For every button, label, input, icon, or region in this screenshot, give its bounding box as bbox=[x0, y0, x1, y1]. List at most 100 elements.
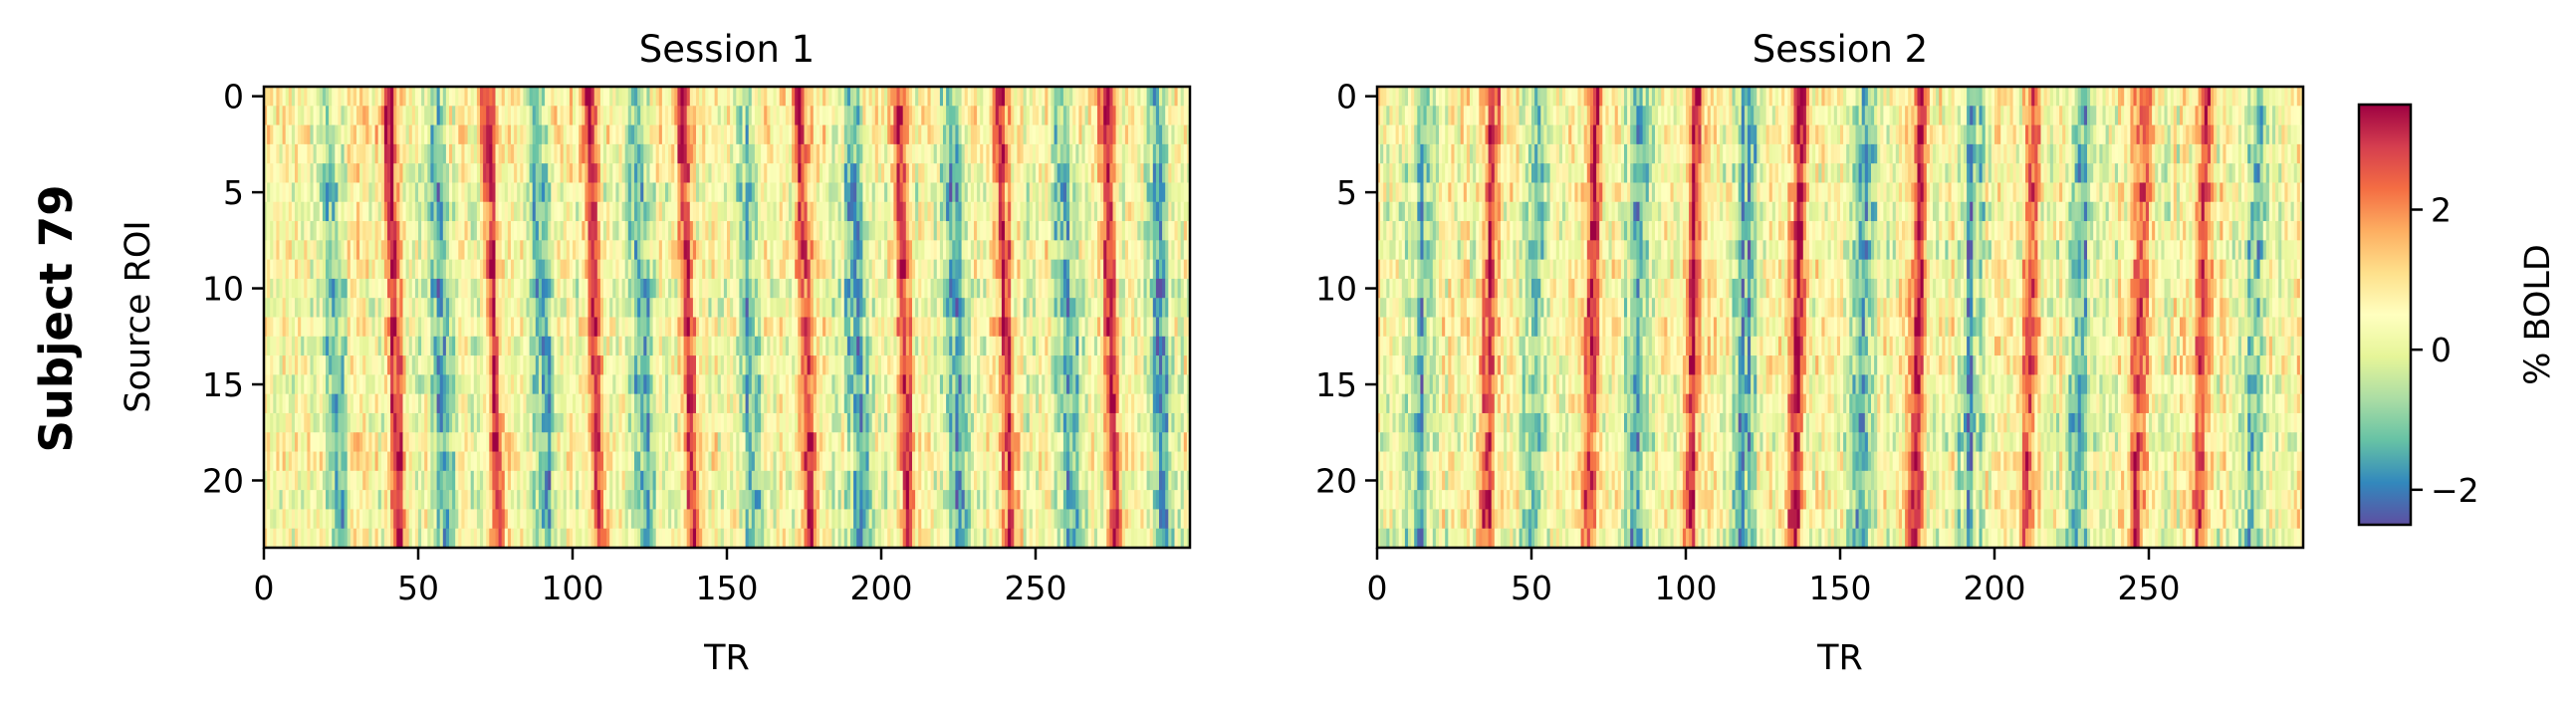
heatmap-cell bbox=[285, 240, 290, 261]
heatmap-cell bbox=[585, 393, 588, 414]
heatmap-cell bbox=[868, 355, 873, 375]
heatmap-cell bbox=[1097, 106, 1101, 125]
heatmap-cell bbox=[1045, 298, 1049, 318]
heatmap-cell bbox=[1121, 143, 1126, 164]
heatmap-cell bbox=[380, 106, 385, 125]
heatmap-cell bbox=[702, 355, 706, 375]
heatmap-cell bbox=[532, 106, 537, 125]
heatmap-cell bbox=[526, 163, 530, 183]
heatmap-cell bbox=[890, 106, 894, 125]
heatmap-cell bbox=[551, 106, 555, 125]
heatmap-cell bbox=[792, 278, 796, 299]
heatmap-cell bbox=[545, 336, 549, 356]
heatmap-cell bbox=[560, 106, 565, 125]
heatmap-cell bbox=[1087, 240, 1092, 261]
heatmap-cell bbox=[359, 393, 363, 414]
heatmap-cell bbox=[1087, 374, 1092, 395]
heatmap-cell bbox=[461, 278, 465, 299]
heatmap-cell bbox=[630, 240, 635, 261]
heatmap-cell bbox=[498, 143, 503, 164]
heatmap-cell bbox=[1078, 87, 1082, 107]
heatmap-cell bbox=[658, 355, 663, 375]
heatmap-cell bbox=[795, 221, 799, 241]
heatmap-cell bbox=[770, 278, 774, 299]
heatmap-cell bbox=[723, 163, 728, 183]
heatmap-cell bbox=[1186, 317, 1191, 338]
heatmap-cell bbox=[908, 259, 913, 280]
heatmap-cell bbox=[902, 106, 907, 125]
heatmap-cell bbox=[1056, 124, 1061, 145]
heatmap-cell bbox=[427, 298, 431, 318]
heatmap-cell bbox=[1039, 106, 1043, 125]
heatmap-cell bbox=[1118, 374, 1123, 395]
heatmap-cell bbox=[356, 240, 360, 261]
heatmap-cell bbox=[843, 317, 848, 338]
heatmap-cell bbox=[967, 143, 972, 164]
heatmap-cell bbox=[918, 201, 922, 222]
heatmap-cell bbox=[686, 240, 691, 261]
heatmap-cell bbox=[387, 278, 391, 299]
heatmap-cell bbox=[267, 221, 271, 241]
heatmap-cell bbox=[776, 374, 781, 395]
heatmap-cell bbox=[686, 278, 691, 299]
heatmap-cell bbox=[535, 163, 540, 183]
heatmap-cell bbox=[862, 124, 866, 145]
heatmap-cell bbox=[730, 374, 734, 395]
heatmap-cell bbox=[347, 201, 351, 222]
heatmap-cell bbox=[702, 106, 706, 125]
heatmap-cell bbox=[573, 278, 577, 299]
heatmap-cell bbox=[655, 336, 660, 356]
heatmap-cell bbox=[630, 317, 635, 338]
heatmap-cell bbox=[1149, 374, 1154, 395]
heatmap-cell bbox=[986, 143, 990, 164]
heatmap-cell bbox=[1177, 106, 1182, 125]
heatmap-cell bbox=[532, 374, 537, 395]
heatmap-cell bbox=[301, 124, 305, 145]
heatmap-cell bbox=[486, 143, 490, 164]
heatmap-cell bbox=[599, 106, 604, 125]
heatmap-cell bbox=[545, 87, 549, 107]
heatmap-cell bbox=[1078, 240, 1082, 261]
heatmap-cell bbox=[405, 393, 410, 414]
heatmap-cell bbox=[371, 393, 375, 414]
heatmap-cell bbox=[711, 298, 715, 318]
heatmap-cell bbox=[393, 163, 397, 183]
heatmap-cell bbox=[1023, 106, 1028, 125]
heatmap-cell bbox=[637, 336, 641, 356]
heatmap-cell bbox=[720, 374, 725, 395]
heatmap-cell bbox=[668, 124, 672, 145]
heatmap-cell bbox=[1106, 124, 1110, 145]
heatmap-cell bbox=[1186, 87, 1191, 107]
heatmap-cell bbox=[1168, 278, 1172, 299]
heatmap-cell bbox=[871, 143, 876, 164]
heatmap-cell bbox=[995, 336, 1000, 356]
heatmap-cell bbox=[890, 221, 894, 241]
heatmap-cell bbox=[609, 163, 613, 183]
heatmap-cell bbox=[754, 221, 759, 241]
heatmap-cell bbox=[390, 317, 394, 338]
heatmap-cell bbox=[634, 240, 638, 261]
heatmap-cell bbox=[871, 298, 876, 318]
heatmap-cell bbox=[282, 374, 287, 395]
heatmap-cell bbox=[828, 201, 832, 222]
heatmap-cell bbox=[535, 87, 540, 107]
heatmap-cell bbox=[436, 298, 441, 318]
heatmap-cell bbox=[1134, 182, 1138, 203]
heatmap-cell bbox=[1054, 336, 1058, 356]
heatmap-cell bbox=[304, 317, 308, 338]
heatmap-cell bbox=[655, 374, 660, 395]
heatmap-cell bbox=[1090, 355, 1095, 375]
heatmap-cell bbox=[1054, 259, 1058, 280]
heatmap-cell bbox=[936, 259, 941, 280]
heatmap-cell bbox=[856, 201, 860, 222]
heatmap-cell bbox=[680, 355, 684, 375]
heatmap-cell bbox=[1036, 278, 1040, 299]
heatmap-cell bbox=[868, 143, 873, 164]
heatmap-cell bbox=[1134, 336, 1138, 356]
heatmap-cell bbox=[977, 278, 981, 299]
heatmap-cell bbox=[825, 124, 829, 145]
heatmap-cell bbox=[822, 240, 826, 261]
heatmap-cell bbox=[1134, 124, 1138, 145]
heatmap-cell bbox=[350, 240, 354, 261]
heatmap-cell bbox=[520, 163, 524, 183]
